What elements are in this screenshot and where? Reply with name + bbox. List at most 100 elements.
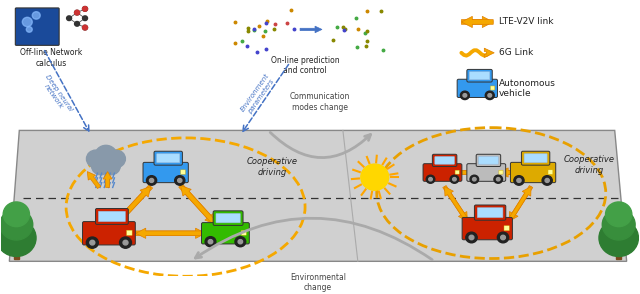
FancyBboxPatch shape	[462, 218, 513, 240]
FancyBboxPatch shape	[479, 156, 499, 164]
Circle shape	[460, 91, 469, 100]
FancyArrow shape	[461, 16, 493, 28]
FancyBboxPatch shape	[499, 170, 503, 174]
FancyBboxPatch shape	[455, 170, 460, 174]
Text: LTE-V2V link: LTE-V2V link	[499, 17, 554, 26]
FancyBboxPatch shape	[522, 151, 550, 165]
Circle shape	[95, 145, 117, 166]
Text: On-line prediction
and control: On-line prediction and control	[271, 56, 339, 75]
FancyBboxPatch shape	[548, 170, 553, 174]
Circle shape	[599, 219, 639, 256]
FancyArrow shape	[179, 184, 216, 224]
Circle shape	[178, 178, 182, 183]
Circle shape	[22, 17, 32, 27]
Text: Environmental
change: Environmental change	[290, 273, 346, 292]
Circle shape	[545, 178, 549, 183]
FancyArrow shape	[499, 168, 527, 177]
FancyBboxPatch shape	[202, 223, 250, 244]
FancyBboxPatch shape	[504, 226, 509, 231]
FancyArrow shape	[451, 168, 477, 177]
Circle shape	[120, 237, 131, 248]
Text: Cooperative
driving: Cooperative driving	[563, 155, 614, 175]
FancyBboxPatch shape	[476, 154, 500, 166]
Bar	[13, 243, 19, 258]
Circle shape	[500, 235, 506, 240]
FancyBboxPatch shape	[474, 205, 506, 220]
Circle shape	[147, 176, 157, 185]
Circle shape	[497, 178, 500, 181]
Circle shape	[485, 91, 494, 100]
FancyBboxPatch shape	[524, 154, 547, 163]
Circle shape	[86, 237, 99, 248]
Text: Communication
modes change: Communication modes change	[290, 92, 350, 112]
Circle shape	[205, 237, 216, 247]
FancyArrow shape	[461, 16, 493, 28]
Circle shape	[238, 240, 243, 244]
Circle shape	[0, 209, 33, 240]
FancyBboxPatch shape	[469, 72, 490, 80]
Circle shape	[75, 21, 79, 26]
FancyBboxPatch shape	[467, 164, 506, 181]
Circle shape	[542, 176, 552, 185]
FancyBboxPatch shape	[511, 162, 556, 183]
Circle shape	[361, 164, 388, 190]
Text: Environment
parameters: Environment parameters	[240, 73, 276, 117]
Circle shape	[472, 178, 476, 181]
FancyArrow shape	[136, 228, 205, 238]
FancyArrow shape	[136, 228, 205, 238]
FancyBboxPatch shape	[95, 208, 129, 224]
FancyArrow shape	[114, 186, 151, 225]
FancyBboxPatch shape	[490, 86, 495, 90]
Circle shape	[514, 176, 524, 185]
Circle shape	[75, 10, 79, 15]
Circle shape	[602, 209, 635, 240]
FancyBboxPatch shape	[99, 211, 125, 222]
Circle shape	[494, 175, 502, 183]
FancyBboxPatch shape	[216, 213, 240, 223]
Circle shape	[452, 178, 456, 181]
FancyBboxPatch shape	[83, 222, 135, 245]
FancyBboxPatch shape	[143, 162, 188, 183]
FancyArrow shape	[300, 26, 322, 33]
FancyBboxPatch shape	[213, 211, 243, 225]
Circle shape	[75, 10, 79, 15]
Circle shape	[123, 240, 128, 245]
Text: Deep neural
network: Deep neural network	[38, 74, 74, 116]
Circle shape	[150, 178, 154, 183]
FancyArrow shape	[103, 172, 112, 188]
Circle shape	[83, 25, 88, 30]
Circle shape	[83, 6, 88, 11]
FancyArrow shape	[499, 168, 527, 177]
Circle shape	[517, 178, 521, 183]
Text: Autonomous
vehicle: Autonomous vehicle	[499, 79, 556, 98]
Circle shape	[90, 240, 95, 245]
FancyBboxPatch shape	[435, 156, 454, 164]
Circle shape	[429, 178, 432, 181]
Circle shape	[3, 202, 29, 227]
Bar	[616, 243, 621, 258]
Circle shape	[86, 150, 105, 168]
FancyBboxPatch shape	[127, 230, 132, 235]
Circle shape	[102, 157, 120, 175]
Circle shape	[26, 27, 32, 32]
FancyArrow shape	[484, 48, 494, 58]
FancyArrow shape	[443, 186, 467, 221]
FancyArrow shape	[509, 186, 532, 221]
Circle shape	[208, 240, 212, 244]
Circle shape	[83, 25, 88, 30]
Circle shape	[488, 93, 492, 97]
Text: Cooperative
driving: Cooperative driving	[246, 157, 298, 177]
FancyArrow shape	[451, 168, 477, 177]
Text: Off-line Network
calculus: Off-line Network calculus	[20, 48, 83, 68]
FancyBboxPatch shape	[423, 164, 462, 181]
FancyArrow shape	[508, 186, 531, 222]
Circle shape	[83, 6, 88, 11]
Text: 6G Link: 6G Link	[499, 48, 534, 57]
Circle shape	[497, 232, 509, 243]
Circle shape	[32, 12, 40, 19]
Circle shape	[175, 176, 185, 185]
Circle shape	[466, 232, 477, 243]
FancyBboxPatch shape	[157, 154, 180, 163]
FancyBboxPatch shape	[15, 8, 59, 45]
Circle shape	[605, 202, 632, 227]
